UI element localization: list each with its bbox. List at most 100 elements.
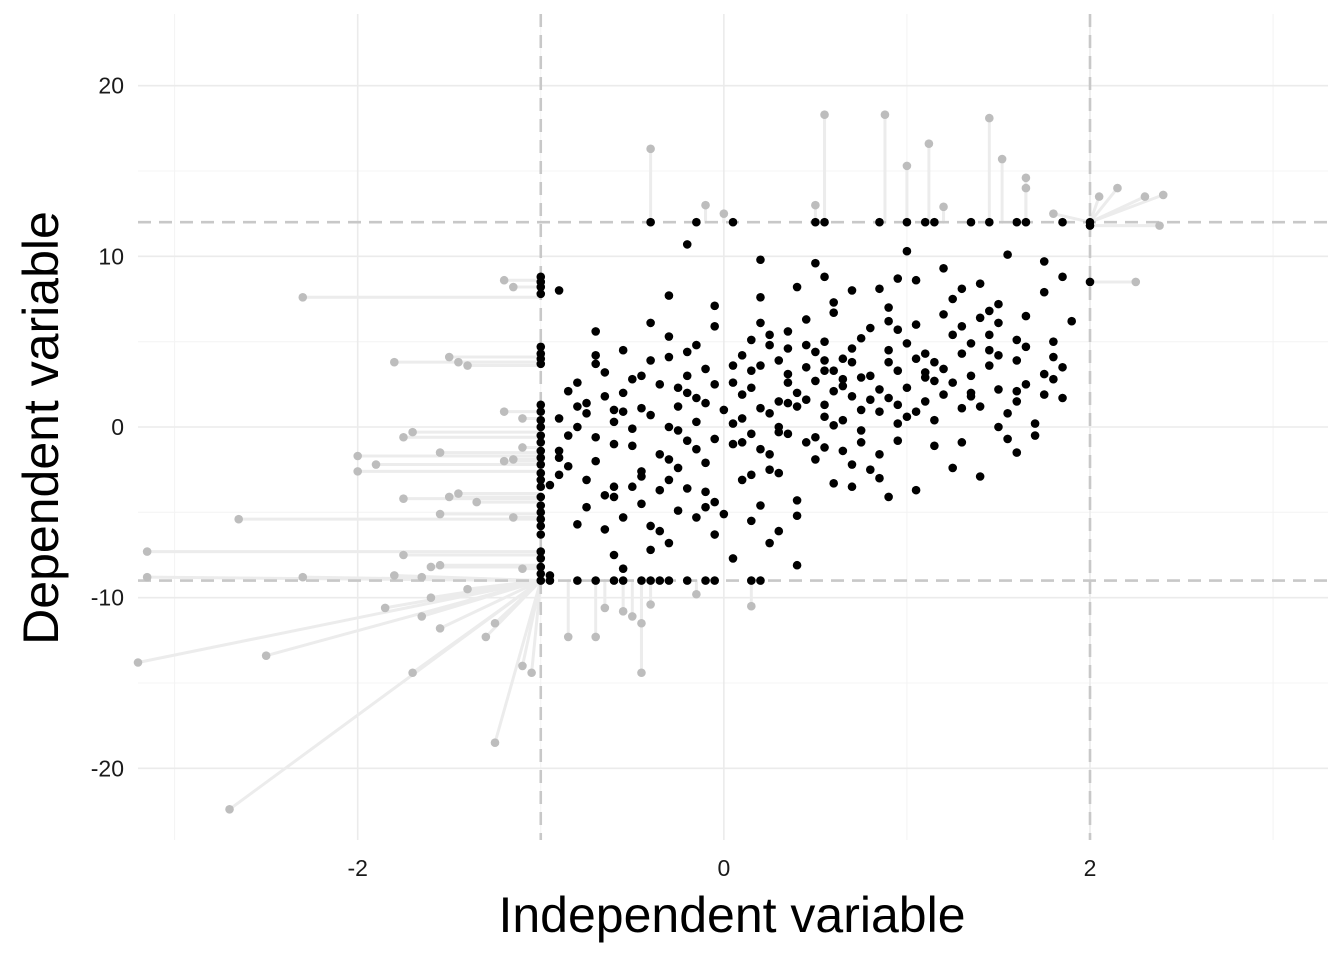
data-point [646,545,655,555]
data-point [966,339,976,348]
original-point [563,632,573,642]
data-point [930,441,939,451]
data-point [847,286,857,295]
data-point [866,395,875,404]
data-point [536,530,546,539]
data-point [801,395,811,404]
data-point [893,419,903,428]
data-point [884,492,893,502]
data-point [728,554,738,563]
data-point [756,318,765,328]
original-point [298,292,308,302]
data-point [710,434,719,444]
data-point [792,496,802,505]
data-point [975,402,985,411]
data-point [930,376,939,386]
original-point [499,275,509,285]
data-point [646,410,655,420]
y-axis-title: Dependent variable [13,211,69,645]
data-point [966,388,976,398]
data-point [536,282,546,292]
data-point [939,364,948,374]
data-point [939,390,948,399]
data-point [875,473,884,483]
data-point [994,351,1003,360]
data-point [966,371,976,381]
data-point [536,482,546,492]
data-point [1021,342,1031,352]
original-point [628,612,637,621]
data-point [737,390,747,399]
data-point [728,378,738,387]
data-point [637,499,646,509]
data-point [765,409,774,418]
data-point [628,482,637,492]
data-point [646,217,655,227]
data-point [1012,217,1022,227]
data-point [582,409,591,418]
data-point [1012,397,1022,406]
x-tick-label: -2 [347,855,367,881]
data-point [1058,362,1067,372]
data-point [811,347,820,357]
data-point [637,576,646,585]
data-point [820,356,829,365]
original-point [1113,183,1122,193]
data-point [783,344,793,353]
clamp-segment [438,579,543,630]
data-point [829,420,838,430]
original-point [142,547,152,556]
data-point [591,359,600,369]
data-point [902,383,912,393]
data-point [554,446,564,456]
data-point [756,255,765,265]
data-point [838,381,848,391]
data-point [774,526,784,536]
original-point [939,202,948,212]
data-point [591,327,600,336]
data-point [911,485,921,495]
data-point [536,547,546,556]
data-point [646,356,655,365]
data-point [847,460,857,469]
original-point [747,601,756,611]
data-point [609,482,619,492]
original-point [600,603,610,613]
data-point [1067,316,1076,326]
data-point [792,388,802,398]
data-point [783,378,793,387]
data-point [756,501,765,510]
data-point [811,376,820,386]
data-point [682,388,692,398]
original-point [472,497,481,507]
data-point [884,303,893,312]
original-point [499,456,509,466]
data-point [847,391,857,401]
original-point [820,110,829,119]
data-point [856,373,866,382]
y-tick-label: 10 [98,243,124,269]
original-point [426,593,436,602]
data-point [664,475,674,485]
data-point [801,340,811,350]
data-point [536,460,546,469]
data-point [994,385,1003,394]
data-point [719,405,729,415]
data-point [948,463,957,473]
data-point [985,361,994,370]
data-point [985,217,994,227]
x-axis-ticks: -2 0 2 [347,855,1096,881]
data-point [975,279,985,288]
data-point [930,217,939,227]
data-point [756,444,765,454]
data-point [920,349,930,358]
data-point [728,439,738,449]
data-point [536,400,546,410]
data-point [1049,374,1058,384]
data-point [966,217,976,227]
data-point [536,359,546,369]
data-point [600,490,610,500]
data-point [1058,272,1067,282]
data-point [838,415,848,425]
data-point [728,361,738,370]
